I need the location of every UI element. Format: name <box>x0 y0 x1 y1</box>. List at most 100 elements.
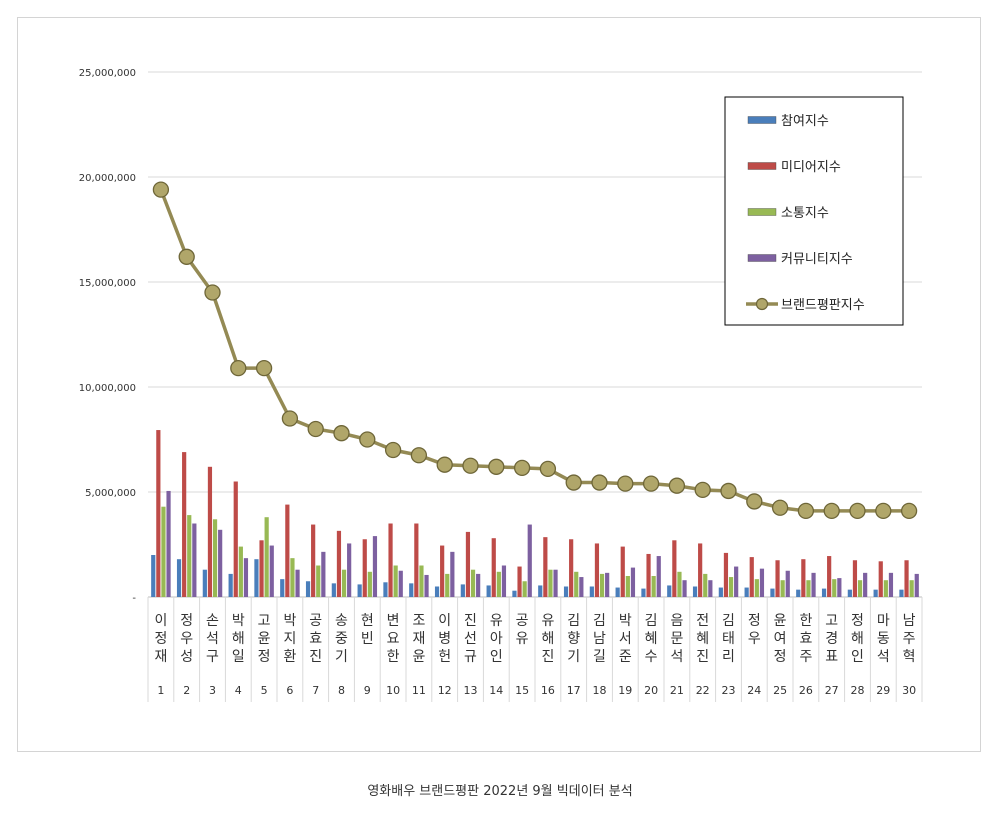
bar <box>914 573 919 597</box>
bar <box>207 466 213 597</box>
bar <box>883 580 888 597</box>
data-point <box>720 482 737 500</box>
bar <box>780 580 785 597</box>
y-tick-label: 10,000,000 <box>79 383 136 394</box>
bar <box>775 560 780 597</box>
legend-label: 참여지수 <box>781 114 829 129</box>
data-point <box>333 425 350 442</box>
rank-label: 23 <box>722 684 736 697</box>
rank-label: 18 <box>593 684 607 697</box>
bar <box>630 567 636 597</box>
rank-label: 14 <box>489 684 503 697</box>
bar <box>496 571 501 597</box>
bar <box>837 578 842 597</box>
bar <box>280 579 285 597</box>
rank-label: 11 <box>412 684 426 697</box>
bar <box>512 590 517 597</box>
rank-label: 2 <box>183 684 190 697</box>
data-point <box>823 502 840 520</box>
data-point <box>565 474 582 491</box>
rank-label: 20 <box>644 684 658 697</box>
bar <box>863 572 868 597</box>
bar <box>161 506 166 597</box>
bar <box>754 579 759 597</box>
bar <box>589 586 594 597</box>
legend-label: 커뮤니티지수 <box>781 252 853 267</box>
bar <box>393 565 398 597</box>
legend-swatch <box>747 208 777 216</box>
data-point <box>462 457 479 474</box>
bar <box>254 559 259 597</box>
bar <box>667 585 672 597</box>
data-point <box>152 181 170 198</box>
rank-label: 10 <box>386 684 400 697</box>
y-tick-label: - <box>132 593 136 604</box>
data-point <box>875 502 892 520</box>
bar <box>311 524 316 597</box>
rank-label: 28 <box>851 684 865 697</box>
bar <box>651 576 656 597</box>
rank-label: 9 <box>364 684 371 697</box>
rank-label: 8 <box>338 684 345 697</box>
y-tick-label: 15,000,000 <box>79 278 136 289</box>
bar <box>321 551 326 597</box>
data-point <box>488 458 505 475</box>
data-point <box>539 460 557 478</box>
data-point <box>384 441 402 459</box>
line-layer <box>152 181 918 520</box>
bar <box>579 577 584 597</box>
bar <box>615 587 620 597</box>
bar <box>419 565 424 597</box>
bar <box>749 557 754 597</box>
bar <box>476 573 481 597</box>
bar <box>434 586 440 597</box>
bar <box>491 538 496 597</box>
bar <box>708 580 713 597</box>
bar <box>770 588 775 597</box>
bar <box>501 565 507 597</box>
bar <box>522 581 527 597</box>
bar <box>243 558 249 597</box>
data-point <box>436 456 453 473</box>
rank-label: 19 <box>618 684 632 697</box>
bar <box>295 569 300 597</box>
data-point <box>359 431 376 448</box>
bar <box>785 570 790 597</box>
bar <box>744 587 749 597</box>
data-point <box>849 502 866 520</box>
bar <box>362 539 367 597</box>
bar <box>176 559 182 597</box>
bar <box>728 577 734 597</box>
rank-label: 24 <box>747 684 761 697</box>
bar <box>424 574 429 597</box>
bar <box>238 546 243 597</box>
bar <box>465 531 471 597</box>
bar <box>182 452 187 597</box>
rank-label: 26 <box>799 684 813 697</box>
rank-label: 5 <box>261 684 268 697</box>
bar <box>605 572 610 597</box>
bar <box>682 580 687 597</box>
bar <box>574 571 579 597</box>
bar <box>212 519 218 597</box>
legend-swatch <box>747 116 777 124</box>
bar <box>450 551 455 597</box>
bar <box>909 580 914 597</box>
rank-label: 13 <box>464 684 478 697</box>
